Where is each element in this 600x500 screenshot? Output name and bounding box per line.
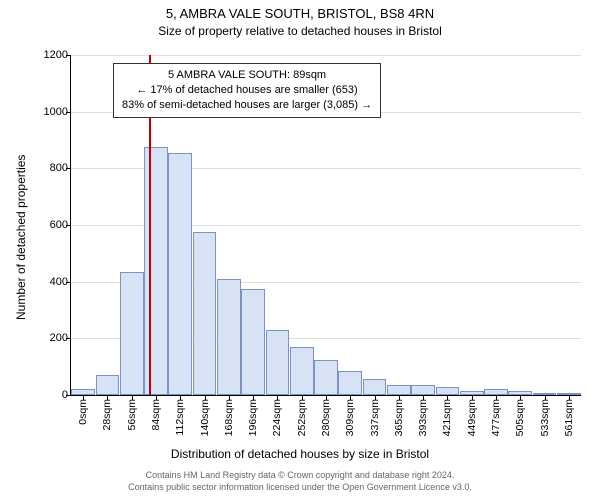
chart-title: 5, AMBRA VALE SOUTH, BRISTOL, BS8 4RN xyxy=(0,6,600,21)
histogram-bar xyxy=(338,371,362,395)
annotation-box: 5 AMBRA VALE SOUTH: 89sqm ← 17% of detac… xyxy=(113,63,381,118)
y-axis-label: Number of detached properties xyxy=(14,155,28,320)
annotation-line-3: 83% of semi-detached houses are larger (… xyxy=(122,98,372,113)
xtick-label: 280sqm xyxy=(320,395,332,436)
annotation-line-2: ← 17% of detached houses are smaller (65… xyxy=(122,83,372,98)
xtick-label: 421sqm xyxy=(441,395,453,436)
chart-container: { "chart": { "type": "histogram", "title… xyxy=(0,0,600,500)
histogram-bar xyxy=(96,375,120,395)
ytick-label: 0 xyxy=(18,389,68,401)
histogram-bar xyxy=(290,347,314,395)
histogram-bar xyxy=(436,387,460,396)
xtick-label: 533sqm xyxy=(539,395,551,436)
attribution-line-2: Contains public sector information licen… xyxy=(0,482,600,492)
xtick-label: 393sqm xyxy=(417,395,429,436)
histogram-bar xyxy=(314,360,338,395)
histogram-bar xyxy=(387,385,411,395)
xtick-label: 561sqm xyxy=(563,395,575,436)
xtick-label: 505sqm xyxy=(514,395,526,436)
histogram-bar xyxy=(120,272,144,395)
histogram-bar xyxy=(193,232,217,395)
xtick-label: 337sqm xyxy=(369,395,381,436)
ytick-label: 600 xyxy=(18,219,68,231)
ytick-label: 200 xyxy=(18,332,68,344)
ytick-label: 800 xyxy=(18,162,68,174)
xtick-label: 449sqm xyxy=(466,395,478,436)
xtick-label: 168sqm xyxy=(223,395,235,436)
xtick-label: 196sqm xyxy=(247,395,259,436)
histogram-bar xyxy=(411,385,435,395)
xtick-label: 224sqm xyxy=(271,395,283,436)
xtick-label: 0sqm xyxy=(77,395,89,425)
xtick-label: 252sqm xyxy=(296,395,308,436)
annotation-line-1: 5 AMBRA VALE SOUTH: 89sqm xyxy=(122,68,372,83)
xtick-label: 56sqm xyxy=(126,395,138,431)
xtick-label: 28sqm xyxy=(101,395,113,431)
histogram-bar xyxy=(168,153,192,395)
xtick-label: 365sqm xyxy=(393,395,405,436)
histogram-bar xyxy=(217,279,241,395)
ytick-label: 1000 xyxy=(18,106,68,118)
xtick-label: 309sqm xyxy=(344,395,356,436)
chart-subtitle: Size of property relative to detached ho… xyxy=(0,24,600,38)
ytick-label: 1200 xyxy=(18,49,68,61)
attribution-line-1: Contains HM Land Registry data © Crown c… xyxy=(0,470,600,480)
grid-line xyxy=(71,55,581,56)
ytick-label: 400 xyxy=(18,276,68,288)
histogram-bar xyxy=(266,330,290,395)
xtick-label: 477sqm xyxy=(490,395,502,436)
xtick-label: 112sqm xyxy=(174,395,186,436)
histogram-bar xyxy=(363,379,387,395)
xtick-label: 140sqm xyxy=(199,395,211,436)
histogram-bar xyxy=(144,147,168,395)
x-axis-label: Distribution of detached houses by size … xyxy=(0,447,600,461)
histogram-bar xyxy=(241,289,265,395)
xtick-label: 84sqm xyxy=(150,395,162,431)
